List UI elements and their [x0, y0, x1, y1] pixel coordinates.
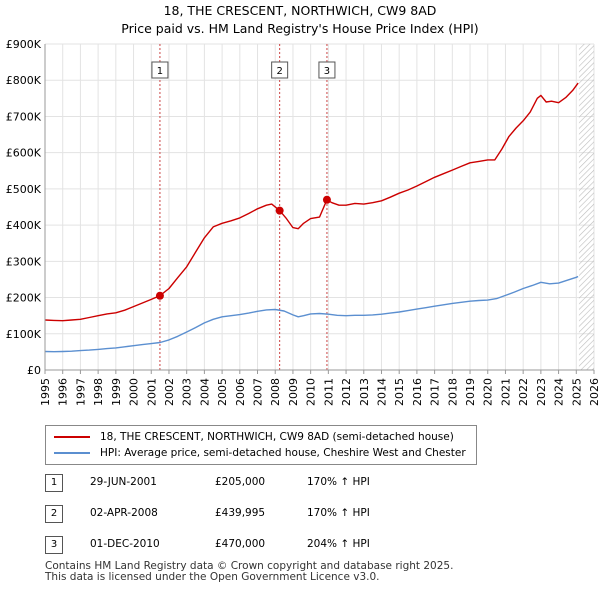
sale-row: 3 01-DEC-2010 £470,000 204% ↑ HPI — [45, 535, 465, 555]
sale-labels: 1 2 3 — [151, 61, 336, 79]
x-tick-label: 2010 — [305, 378, 318, 406]
x-tick-label: 2021 — [499, 378, 512, 406]
footer-line-1: Contains HM Land Registry data © Crown c… — [45, 560, 454, 572]
sale-number: 1 — [45, 474, 63, 492]
y-tick-label: £400K — [6, 219, 42, 232]
x-tick-label: 2005 — [216, 378, 229, 406]
hpi-line — [44, 275, 579, 353]
x-tick-label: 1999 — [110, 378, 123, 406]
sale-point — [322, 195, 331, 204]
gridlines — [44, 43, 595, 371]
future-hatch-region — [578, 44, 594, 370]
x-tick-label: 2000 — [128, 378, 141, 406]
sale-date: 29-JUN-2001 — [90, 476, 157, 488]
x-tick-label: 2004 — [198, 378, 211, 406]
x-tick-label: 2014 — [375, 378, 388, 406]
property-price-line — [44, 82, 579, 322]
sale-points — [155, 195, 331, 300]
x-tick-label: 2024 — [553, 378, 566, 406]
y-tick-label: £200K — [6, 292, 42, 305]
x-tick-label: 2016 — [411, 378, 424, 406]
x-tick-label: 2020 — [482, 378, 495, 406]
series-lines — [44, 82, 579, 353]
x-tick-label: 2003 — [181, 378, 194, 406]
sale-point — [275, 206, 284, 215]
sale-row: 1 29-JUN-2001 £205,000 170% ↑ HPI — [45, 473, 465, 493]
x-tick-label: 2025 — [570, 378, 583, 406]
legend-label-property: 18, THE CRESCENT, NORTHWICH, CW9 8AD (se… — [100, 431, 454, 443]
sale-date: 02-APR-2008 — [90, 507, 158, 519]
legend-swatch-property — [54, 436, 90, 438]
sale-label-box — [318, 61, 336, 79]
footer-line-2: This data is licensed under the Open Gov… — [45, 571, 380, 583]
future-hatch-rect — [578, 44, 594, 370]
sale-label-text: 2 — [276, 66, 282, 77]
chart-title-line-1: 18, THE CRESCENT, NORTHWICH, CW9 8AD — [163, 3, 437, 18]
footer: Contains HM Land Registry data © Crown c… — [45, 561, 453, 583]
x-tick-label: 2009 — [287, 378, 300, 406]
sale-price: £470,000 — [215, 538, 266, 550]
x-tick-label: 2022 — [517, 378, 530, 406]
x-tick-label: 1996 — [57, 378, 70, 406]
sale-number: 3 — [45, 536, 63, 554]
y-tick-label: £800K — [6, 74, 42, 87]
x-tick-label: 2018 — [446, 378, 459, 406]
legend-label-hpi: HPI: Average price, semi-detached house,… — [100, 447, 466, 459]
sale-label-box — [151, 61, 169, 79]
x-tick-label: 2007 — [252, 378, 265, 406]
x-tick-label: 1995 — [39, 378, 52, 406]
y-tick-label: £300K — [6, 255, 42, 268]
price-chart: 1 2 3 £0 £100K £200K £300K £400K £500K £600K £700… — [6, 38, 600, 406]
sale-price: £205,000 — [215, 476, 266, 488]
sale-row: 2 02-APR-2008 £439,995 170% ↑ HPI — [45, 504, 465, 524]
chart-title: 18, THE CRESCENT, NORTHWICH, CW9 8AD Pri… — [0, 2, 600, 38]
y-tick-label: £700K — [6, 110, 42, 123]
sale-marker-lines — [159, 44, 328, 370]
x-tick-label: 2008 — [269, 378, 282, 406]
sale-hpi-change: 170% ↑ HPI — [307, 507, 370, 519]
sale-date: 01-DEC-2010 — [90, 538, 160, 550]
sale-hpi-change: 204% ↑ HPI — [307, 538, 370, 550]
x-tick-label: 2026 — [588, 378, 600, 406]
chart-title-line-2: Price paid vs. HM Land Registry's House … — [121, 21, 479, 36]
x-tick-label: 2019 — [464, 378, 477, 406]
sale-number: 2 — [45, 505, 63, 523]
y-tick-label: £500K — [6, 183, 42, 196]
x-tick-label: 2011 — [322, 378, 335, 406]
y-tick-label: £600K — [6, 147, 42, 160]
sale-point — [155, 291, 164, 300]
legend-swatch-hpi — [54, 452, 90, 454]
x-tick-label: 2015 — [393, 378, 406, 406]
x-tick-label: 2017 — [429, 378, 442, 406]
y-tick-label: £100K — [6, 328, 42, 341]
sale-price: £439,995 — [215, 507, 266, 519]
x-tick-label: 1997 — [74, 378, 87, 406]
x-tick-label: 2002 — [163, 378, 176, 406]
x-tick-label: 2013 — [358, 378, 371, 406]
axes: £0 £100K £200K £300K £400K £500K £600K £700K £80… — [6, 38, 600, 406]
sale-label-text: 3 — [324, 66, 330, 77]
sale-hpi-change: 170% ↑ HPI — [307, 476, 370, 488]
x-tick-label: 2012 — [340, 378, 353, 406]
x-tick-label: 2023 — [535, 378, 548, 406]
x-tick-label: 2006 — [234, 378, 247, 406]
legend: 18, THE CRESCENT, NORTHWICH, CW9 8AD (se… — [45, 425, 477, 465]
x-tick-label: 2001 — [145, 378, 158, 406]
y-tick-label: £0 — [27, 364, 41, 377]
x-tick-label: 1998 — [92, 378, 105, 406]
sale-label-box — [271, 61, 289, 79]
y-tick-label: £900K — [6, 38, 42, 51]
sale-label-text: 1 — [157, 66, 163, 77]
